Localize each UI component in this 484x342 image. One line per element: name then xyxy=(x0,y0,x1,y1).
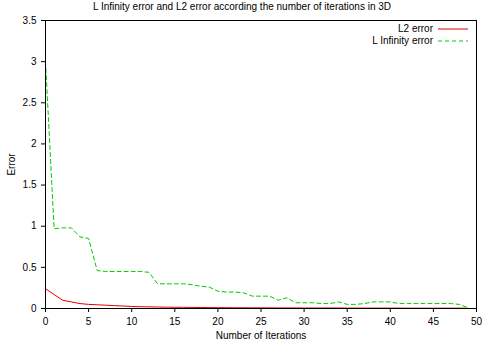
html-text:L Infinity error and L2 error: L Infinity error and L2 error according … xyxy=(92,1,392,12)
svg-text:30: 30 xyxy=(299,316,311,327)
svg-text:15: 15 xyxy=(169,316,181,327)
html-text:L Infinity error: L Infinity error xyxy=(372,35,433,46)
svg-text:45: 45 xyxy=(428,316,440,327)
svg-text:Number of Iterations: Number of Iterations xyxy=(216,330,307,341)
svg-text:1: 1 xyxy=(31,220,37,231)
svg-text:40: 40 xyxy=(385,316,397,327)
svg-text:2: 2 xyxy=(31,138,37,149)
html-text:L2 error: L2 error xyxy=(398,23,433,34)
svg-text:5: 5 xyxy=(86,316,92,327)
svg-text:Error: Error xyxy=(6,153,17,176)
svg-text:10: 10 xyxy=(126,316,138,327)
svg-text:0: 0 xyxy=(31,303,37,314)
svg-text:35: 35 xyxy=(342,316,354,327)
svg-text:50: 50 xyxy=(471,316,483,327)
svg-text:0.5: 0.5 xyxy=(23,262,37,273)
svg-text:25: 25 xyxy=(255,316,267,327)
svg-text:2.5: 2.5 xyxy=(23,97,37,108)
svg-text:20: 20 xyxy=(212,316,224,327)
svg-text:1.5: 1.5 xyxy=(23,179,37,190)
svg-text:0: 0 xyxy=(43,316,49,327)
svg-text:3.5: 3.5 xyxy=(23,15,37,26)
svg-text:3: 3 xyxy=(31,56,37,67)
